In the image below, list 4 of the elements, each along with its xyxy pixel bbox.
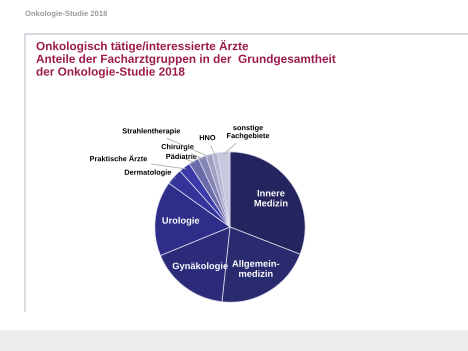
slice-label: Allgemein- medizin bbox=[232, 260, 280, 277]
slice-label: Innere Medizin bbox=[254, 190, 288, 206]
chart-title: Onkologisch tätige/interessierte Ärzte Anteile der Facharztgruppen in der Grundgesamtheit der Onkologie-Studie 2018 bbox=[36, 40, 336, 78]
slice-label: Urologie bbox=[162, 216, 200, 226]
